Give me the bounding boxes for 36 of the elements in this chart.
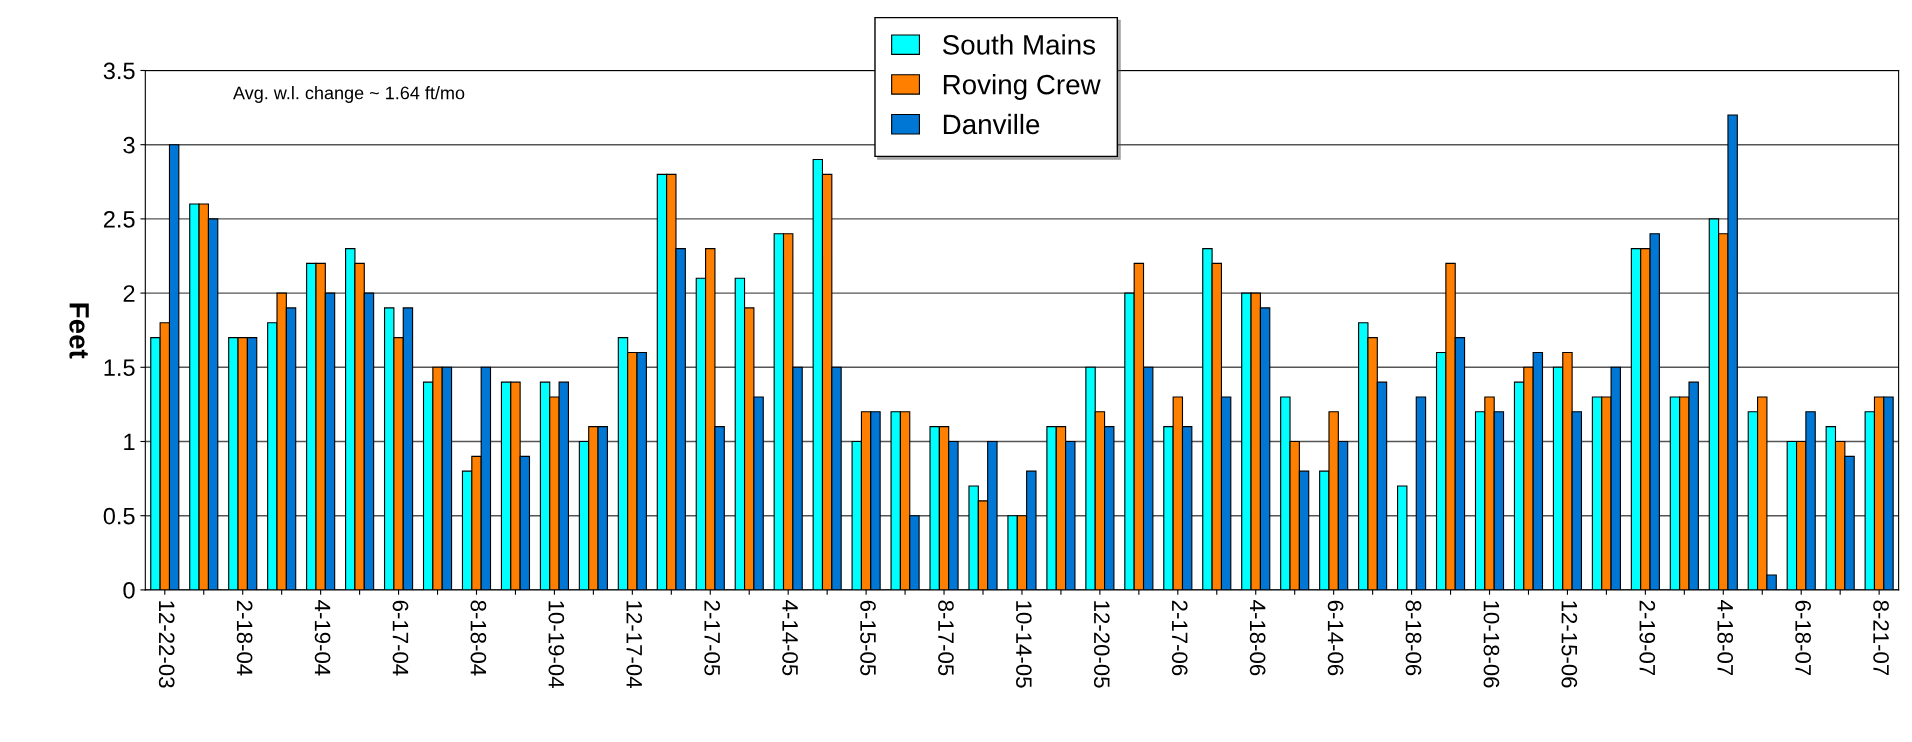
x-tick-label: 10-19-04 [548,601,565,688]
x-tick-label: 4-19-04 [314,600,331,676]
x-tick-label: 8-17-05 [938,600,954,676]
x-tick-label: 6-17-04 [392,600,409,676]
y-tick-label: 1.5 [104,359,135,377]
x-tick-label: 10-18-06 [1483,601,1500,688]
x-tick-label: 2-17-06 [1171,600,1188,676]
y-tick-label: 0.5 [103,507,135,525]
y-tick-label: 3.5 [103,62,135,80]
x-tick-label: 4-14-05 [782,600,798,676]
x-tick-label: 12-22-03 [158,601,175,688]
x-tick-label: 2-17-05 [704,600,721,676]
annotation: Avg. w.l. change ~ 1.64 ft/mo [233,86,465,103]
x-tick-label: 6-15-05 [860,600,876,676]
x-tick-label: 6-14-06 [1327,600,1344,676]
x-tick-label: 2-19-07 [1639,600,1656,676]
y-tick-label: 2.5 [103,210,135,228]
x-tick-label: 6-18-07 [1795,600,1811,676]
y-tick-label: 3 [123,136,135,154]
x-tick-label: 4-18-06 [1249,600,1266,676]
x-tick-label: 4-18-07 [1717,600,1734,676]
x-tick-label: 10-14-05 [1016,601,1032,688]
y-tick-label: 1 [124,433,135,451]
x-tick-label: 12-20-05 [1093,601,1110,688]
x-tick-label: 12-15-06 [1561,601,1578,688]
y-axis-title: Feet [69,303,89,359]
y-tick-label: 0 [123,581,135,599]
legend-label: Danville [943,113,1040,135]
x-tick-label: 2-18-04 [236,600,253,676]
x-tick-label: 12-17-04 [626,601,643,688]
x-tick-label: 8-21-07 [1873,600,1889,676]
x-tick-label: 8-18-06 [1405,600,1422,676]
legend-label: South Mains [942,34,1096,55]
legend-label: Roving Crew [943,74,1101,100]
y-tick-label: 2 [123,285,135,302]
x-tick-label: 8-18-04 [470,600,487,676]
